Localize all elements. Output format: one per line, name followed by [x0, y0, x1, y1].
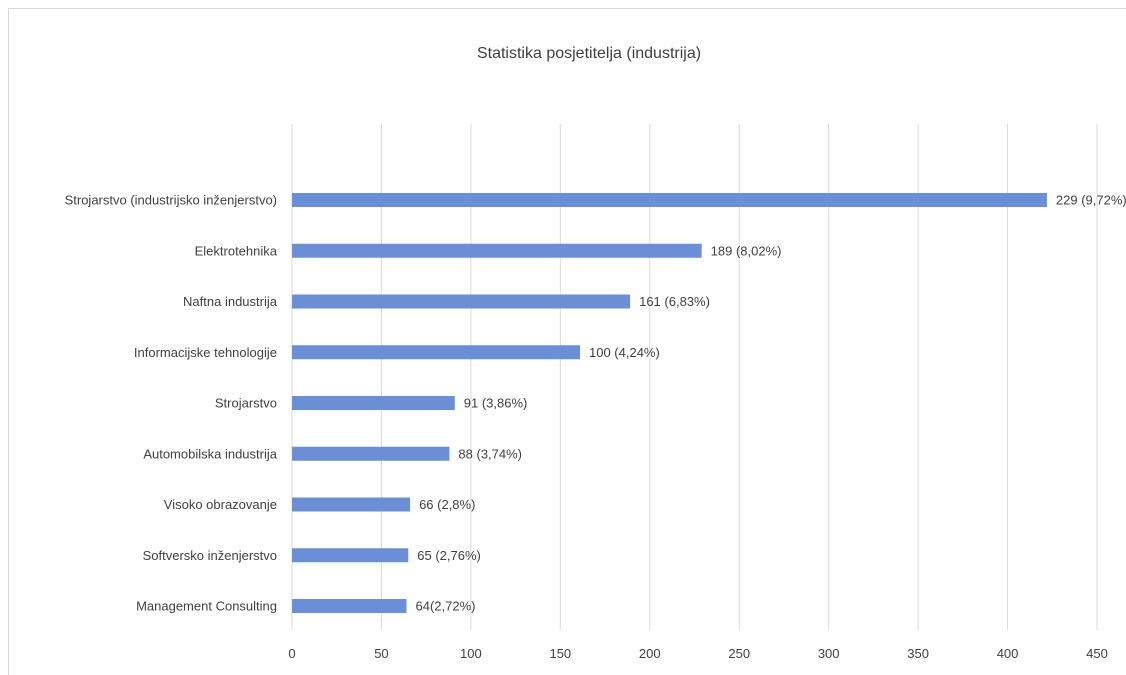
- bar-4: [292, 396, 455, 410]
- bar-7: [292, 548, 409, 563]
- bar-5: [292, 446, 450, 461]
- x-tick-label-400: 400: [997, 646, 1019, 661]
- data-label-8: 64(2,72%): [415, 599, 475, 614]
- category-label-8: Management Consulting: [136, 599, 277, 614]
- x-tick-label-0: 0: [288, 646, 295, 661]
- x-tick-label-150: 150: [549, 646, 571, 661]
- data-label-0: 229 (9,72%): [1056, 193, 1126, 208]
- data-label-6: 66 (2,8%): [419, 497, 475, 512]
- category-label-1: Elektrotehnika: [195, 243, 278, 258]
- bars-layer: [292, 193, 1047, 613]
- data-label-5: 88 (3,74%): [458, 446, 522, 461]
- data-label-2: 161 (6,83%): [639, 294, 710, 309]
- bar-6: [292, 497, 411, 512]
- bar-0: [292, 193, 1047, 207]
- x-tick-label-100: 100: [460, 646, 482, 661]
- category-label-0: Strojarstvo (industrijsko inženjerstvo): [65, 193, 277, 208]
- bar-2: [292, 294, 631, 309]
- x-tick-label-350: 350: [907, 646, 929, 661]
- x-tick-label-250: 250: [728, 646, 750, 661]
- chart-frame: Statistika posjetitelja (industrija): [8, 8, 1126, 675]
- x-tick-label-300: 300: [818, 646, 840, 661]
- x-tick-label-450: 450: [1086, 646, 1108, 661]
- bar-1: [292, 243, 702, 258]
- bar-8: [292, 599, 407, 613]
- category-label-5: Automobilska industrija: [143, 446, 277, 461]
- category-label-2: Naftna industrija: [183, 294, 278, 309]
- category-label-7: Softversko inženjerstvo: [143, 548, 277, 563]
- data-label-4: 91 (3,86%): [464, 396, 528, 411]
- category-label-4: Strojarstvo: [215, 396, 277, 411]
- x-tick-label-200: 200: [639, 646, 661, 661]
- labels-layer: 0 50 100 150 200 250 300 350 400 450 Strojarstvo (…: [65, 193, 1126, 662]
- data-label-7: 65 (2,76%): [417, 548, 481, 563]
- x-tick-label-50: 50: [374, 646, 388, 661]
- category-label-3: Informacijske tehnologije: [134, 345, 277, 360]
- data-label-3: 100 (4,24%): [589, 345, 660, 360]
- data-label-1: 189 (8,02%): [711, 243, 782, 258]
- bar-3: [292, 345, 581, 360]
- category-label-6: Visoko obrazovanje: [164, 497, 277, 512]
- grid-layer: [291, 124, 1098, 630]
- chart-title: Statistika posjetitelja (industrija): [476, 45, 702, 62]
